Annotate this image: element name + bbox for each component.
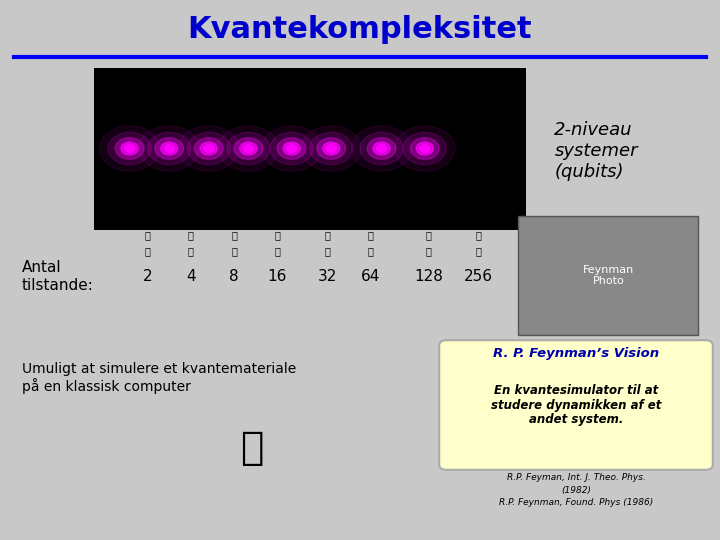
- Text: 💡: 💡: [325, 230, 330, 240]
- Circle shape: [243, 145, 253, 152]
- Circle shape: [194, 138, 223, 159]
- Text: Feynman
Photo: Feynman Photo: [582, 265, 634, 286]
- Text: R. P. Feynman’s Vision: R. P. Feynman’s Vision: [493, 347, 659, 360]
- Circle shape: [283, 142, 300, 155]
- Circle shape: [287, 145, 297, 152]
- Circle shape: [367, 138, 396, 159]
- FancyBboxPatch shape: [518, 216, 698, 335]
- Circle shape: [416, 142, 433, 155]
- Text: 💡: 💡: [368, 230, 374, 240]
- Text: 64: 64: [361, 269, 380, 284]
- Text: 32: 32: [318, 269, 337, 284]
- Circle shape: [200, 142, 217, 155]
- Circle shape: [115, 138, 144, 159]
- Circle shape: [240, 142, 257, 155]
- Circle shape: [410, 138, 439, 159]
- Circle shape: [218, 126, 279, 171]
- Text: 2-niveau
systemer
(qubits): 2-niveau systemer (qubits): [554, 122, 638, 181]
- Text: 💡: 💡: [231, 246, 237, 256]
- Circle shape: [270, 132, 313, 165]
- Text: Kvantekompleksitet: Kvantekompleksitet: [188, 15, 532, 44]
- Text: Umuligt at simulere et kvantemateriale
på en klassisk computer: Umuligt at simulere et kvantemateriale p…: [22, 362, 296, 394]
- Circle shape: [317, 138, 346, 159]
- Circle shape: [326, 145, 336, 152]
- Circle shape: [403, 132, 446, 165]
- Circle shape: [310, 132, 353, 165]
- Circle shape: [360, 132, 403, 165]
- Text: 💡: 💡: [188, 230, 194, 240]
- Circle shape: [99, 126, 160, 171]
- Circle shape: [155, 138, 184, 159]
- Circle shape: [323, 142, 340, 155]
- Circle shape: [277, 138, 306, 159]
- Text: 💡: 💡: [325, 246, 330, 256]
- Text: 💡: 💡: [145, 230, 150, 240]
- Circle shape: [301, 126, 361, 171]
- Circle shape: [420, 145, 430, 152]
- Text: 💡: 💡: [426, 230, 431, 240]
- Circle shape: [125, 145, 135, 152]
- Text: R.P. Feynman, Found. Phys (1986): R.P. Feynman, Found. Phys (1986): [499, 498, 653, 507]
- Text: (1982): (1982): [561, 486, 591, 495]
- Circle shape: [204, 145, 214, 152]
- Circle shape: [179, 126, 239, 171]
- Text: 💡: 💡: [476, 230, 482, 240]
- Text: 8: 8: [229, 269, 239, 284]
- Text: 16: 16: [268, 269, 287, 284]
- Text: 128: 128: [414, 269, 443, 284]
- Text: Antal
tilstande:: Antal tilstande:: [22, 260, 94, 293]
- Text: 💡: 💡: [426, 246, 431, 256]
- Text: 💡: 💡: [188, 246, 194, 256]
- Text: 💡: 💡: [476, 246, 482, 256]
- Circle shape: [373, 142, 390, 155]
- Circle shape: [161, 142, 178, 155]
- Circle shape: [139, 126, 199, 171]
- Circle shape: [108, 132, 151, 165]
- FancyBboxPatch shape: [439, 340, 713, 470]
- Circle shape: [121, 142, 138, 155]
- Circle shape: [351, 126, 412, 171]
- Circle shape: [377, 145, 387, 152]
- Circle shape: [395, 126, 455, 171]
- Text: 256: 256: [464, 269, 493, 284]
- Text: 2: 2: [143, 269, 153, 284]
- Circle shape: [261, 126, 322, 171]
- Circle shape: [227, 132, 270, 165]
- Text: 💡: 💡: [231, 230, 237, 240]
- Text: 🤖: 🤖: [240, 429, 264, 467]
- Text: 💡: 💡: [274, 246, 280, 256]
- Circle shape: [164, 145, 174, 152]
- Text: En kvantesimulator til at
studere dynamikken af et
andet system.: En kvantesimulator til at studere dynami…: [491, 383, 661, 427]
- Circle shape: [187, 132, 230, 165]
- Circle shape: [148, 132, 191, 165]
- Text: 4: 4: [186, 269, 196, 284]
- Text: 💡: 💡: [368, 246, 374, 256]
- Text: 💡: 💡: [145, 246, 150, 256]
- Text: R.P. Feyman, Int. J. Theo. Phys.: R.P. Feyman, Int. J. Theo. Phys.: [507, 474, 645, 482]
- Circle shape: [234, 138, 263, 159]
- FancyBboxPatch shape: [94, 68, 526, 230]
- Text: 💡: 💡: [274, 230, 280, 240]
